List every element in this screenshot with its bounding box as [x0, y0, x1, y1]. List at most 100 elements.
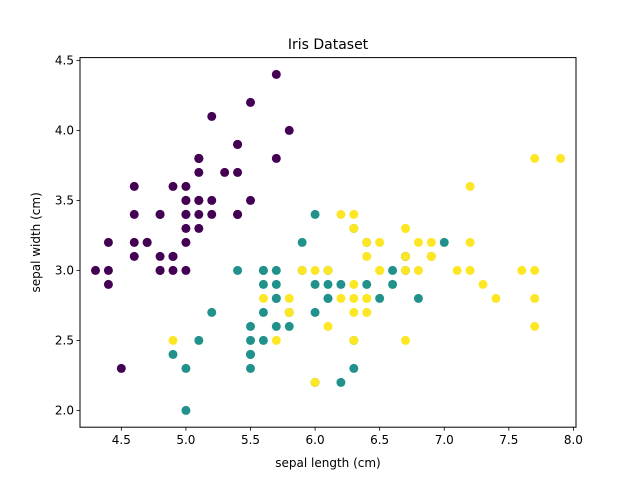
- data-point: [207, 111, 217, 121]
- data-point: [233, 265, 243, 275]
- data-point: [207, 209, 217, 219]
- y-tick-label: 4.0: [55, 124, 74, 138]
- data-point: [258, 279, 268, 289]
- data-point: [530, 153, 540, 163]
- data-point: [181, 181, 191, 191]
- data-point: [233, 167, 243, 177]
- data-point: [323, 279, 333, 289]
- data-point: [517, 265, 527, 275]
- data-point: [207, 307, 217, 317]
- x-axis-ticks: 4.5 5.0 5.5 6.0 6.5 7.0 7.5 8.0: [112, 427, 583, 447]
- data-point: [323, 321, 333, 331]
- data-point: [336, 209, 346, 219]
- data-point: [297, 265, 307, 275]
- data-point: [233, 139, 243, 149]
- data-point: [103, 237, 113, 247]
- data-point: [181, 209, 191, 219]
- data-point: [349, 209, 359, 219]
- data-point: [310, 279, 320, 289]
- data-point: [207, 195, 217, 205]
- y-axis-ticks: 2.0 2.5 3.0 3.5 4.0 4.5: [55, 54, 80, 418]
- data-point: [349, 363, 359, 373]
- data-point: [491, 293, 501, 303]
- data-point: [478, 279, 488, 289]
- data-point: [375, 265, 385, 275]
- data-point: [271, 69, 281, 79]
- x-tick-label: 6.5: [370, 433, 389, 447]
- data-point: [362, 293, 372, 303]
- data-point: [271, 293, 281, 303]
- data-point: [194, 209, 204, 219]
- data-point: [297, 237, 307, 247]
- data-point: [530, 265, 540, 275]
- data-point: [401, 223, 410, 233]
- y-axis-label: sepal width (cm): [29, 192, 43, 292]
- data-point: [284, 293, 294, 303]
- data-point: [91, 265, 100, 275]
- data-point: [155, 251, 165, 261]
- data-point: [426, 237, 436, 247]
- data-point: [194, 167, 204, 177]
- x-tick-label: 8.0: [564, 433, 583, 447]
- data-point: [129, 251, 139, 261]
- data-point: [336, 293, 346, 303]
- data-point: [323, 293, 333, 303]
- data-point: [413, 265, 423, 275]
- data-point: [155, 209, 165, 219]
- plot-area-frame: [79, 57, 577, 428]
- data-point: [452, 265, 462, 275]
- data-point: [336, 279, 346, 289]
- data-point: [168, 265, 178, 275]
- data-point: [375, 237, 385, 247]
- data-point: [181, 363, 191, 373]
- x-tick-label: 6.0: [306, 433, 325, 447]
- data-point: [129, 237, 139, 247]
- data-point: [246, 195, 255, 205]
- data-point: [246, 349, 255, 359]
- data-point: [181, 237, 191, 247]
- data-point: [465, 237, 475, 247]
- data-point: [465, 265, 475, 275]
- data-point: [155, 265, 165, 275]
- data-point: [362, 307, 372, 317]
- data-point: [310, 209, 320, 219]
- data-point: [116, 363, 126, 373]
- data-point: [401, 251, 410, 261]
- data-point: [439, 237, 449, 247]
- data-point: [349, 307, 359, 317]
- data-point: [246, 97, 255, 107]
- chart-title: Iris Dataset: [288, 37, 369, 53]
- data-point: [258, 293, 268, 303]
- data-point: [362, 279, 372, 289]
- data-point: [220, 167, 230, 177]
- data-point: [556, 153, 565, 163]
- data-point: [349, 223, 359, 233]
- data-point: [194, 195, 204, 205]
- data-point: [362, 251, 372, 261]
- data-point: [129, 209, 139, 219]
- data-point: [271, 265, 281, 275]
- data-point: [284, 307, 294, 317]
- data-point: [246, 363, 255, 373]
- x-tick-label: 5.0: [176, 433, 195, 447]
- data-point: [181, 405, 191, 415]
- points-layer: [91, 69, 565, 415]
- y-tick-label: 3.0: [55, 264, 74, 278]
- y-tick-label: 3.5: [55, 194, 74, 208]
- data-point: [310, 307, 320, 317]
- data-point: [129, 181, 139, 191]
- x-tick-label: 5.5: [241, 433, 260, 447]
- data-point: [310, 265, 320, 275]
- data-point: [413, 293, 423, 303]
- data-point: [284, 125, 294, 135]
- data-point: [284, 321, 294, 331]
- data-point: [233, 209, 243, 219]
- y-tick-label: 4.5: [55, 54, 74, 68]
- data-point: [168, 335, 178, 345]
- data-point: [271, 279, 281, 289]
- data-point: [401, 265, 410, 275]
- data-point: [103, 265, 113, 275]
- data-point: [530, 293, 540, 303]
